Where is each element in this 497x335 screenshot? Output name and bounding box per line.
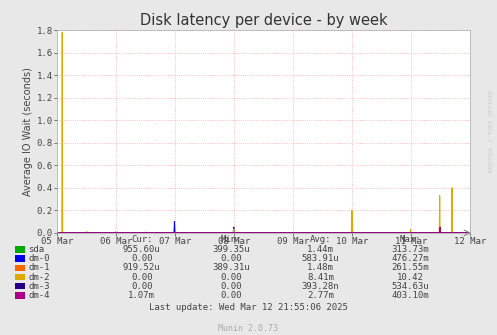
Text: 0.00: 0.00 [131,254,153,263]
Text: 393.28n: 393.28n [302,282,339,290]
Text: Last update: Wed Mar 12 21:55:06 2025: Last update: Wed Mar 12 21:55:06 2025 [149,303,348,312]
Text: sda: sda [28,245,44,254]
Text: 313.73m: 313.73m [391,245,429,254]
Text: dm-2: dm-2 [28,273,50,281]
Text: Min:: Min: [220,235,242,244]
Text: dm-4: dm-4 [28,291,50,300]
Text: RRDTOOL / TOBI OETIKER: RRDTOOL / TOBI OETIKER [489,89,494,172]
Text: 10.42: 10.42 [397,273,423,281]
Text: 476.27m: 476.27m [391,254,429,263]
Text: Munin 2.0.73: Munin 2.0.73 [219,324,278,333]
Text: 583.91u: 583.91u [302,254,339,263]
Text: 0.00: 0.00 [220,291,242,300]
Text: 1.07m: 1.07m [128,291,155,300]
Text: 0.00: 0.00 [220,273,242,281]
Text: 8.41m: 8.41m [307,273,334,281]
Text: Max:: Max: [399,235,421,244]
Text: Avg:: Avg: [310,235,331,244]
Text: dm-1: dm-1 [28,264,50,272]
Y-axis label: Average IO Wait (seconds): Average IO Wait (seconds) [23,67,33,196]
Text: 919.52u: 919.52u [123,264,161,272]
Text: 534.63u: 534.63u [391,282,429,290]
Text: 399.35u: 399.35u [212,245,250,254]
Text: dm-3: dm-3 [28,282,50,290]
Text: 389.31u: 389.31u [212,264,250,272]
Text: 1.48m: 1.48m [307,264,334,272]
Text: 261.55m: 261.55m [391,264,429,272]
Title: Disk latency per device - by week: Disk latency per device - by week [140,13,387,27]
Text: 0.00: 0.00 [220,282,242,290]
Text: 2.77m: 2.77m [307,291,334,300]
Text: dm-0: dm-0 [28,254,50,263]
Text: 403.10m: 403.10m [391,291,429,300]
Text: 1.44m: 1.44m [307,245,334,254]
Text: 955.60u: 955.60u [123,245,161,254]
Text: 0.00: 0.00 [220,254,242,263]
Text: 0.00: 0.00 [131,282,153,290]
Text: 0.00: 0.00 [131,273,153,281]
Text: Cur:: Cur: [131,235,153,244]
